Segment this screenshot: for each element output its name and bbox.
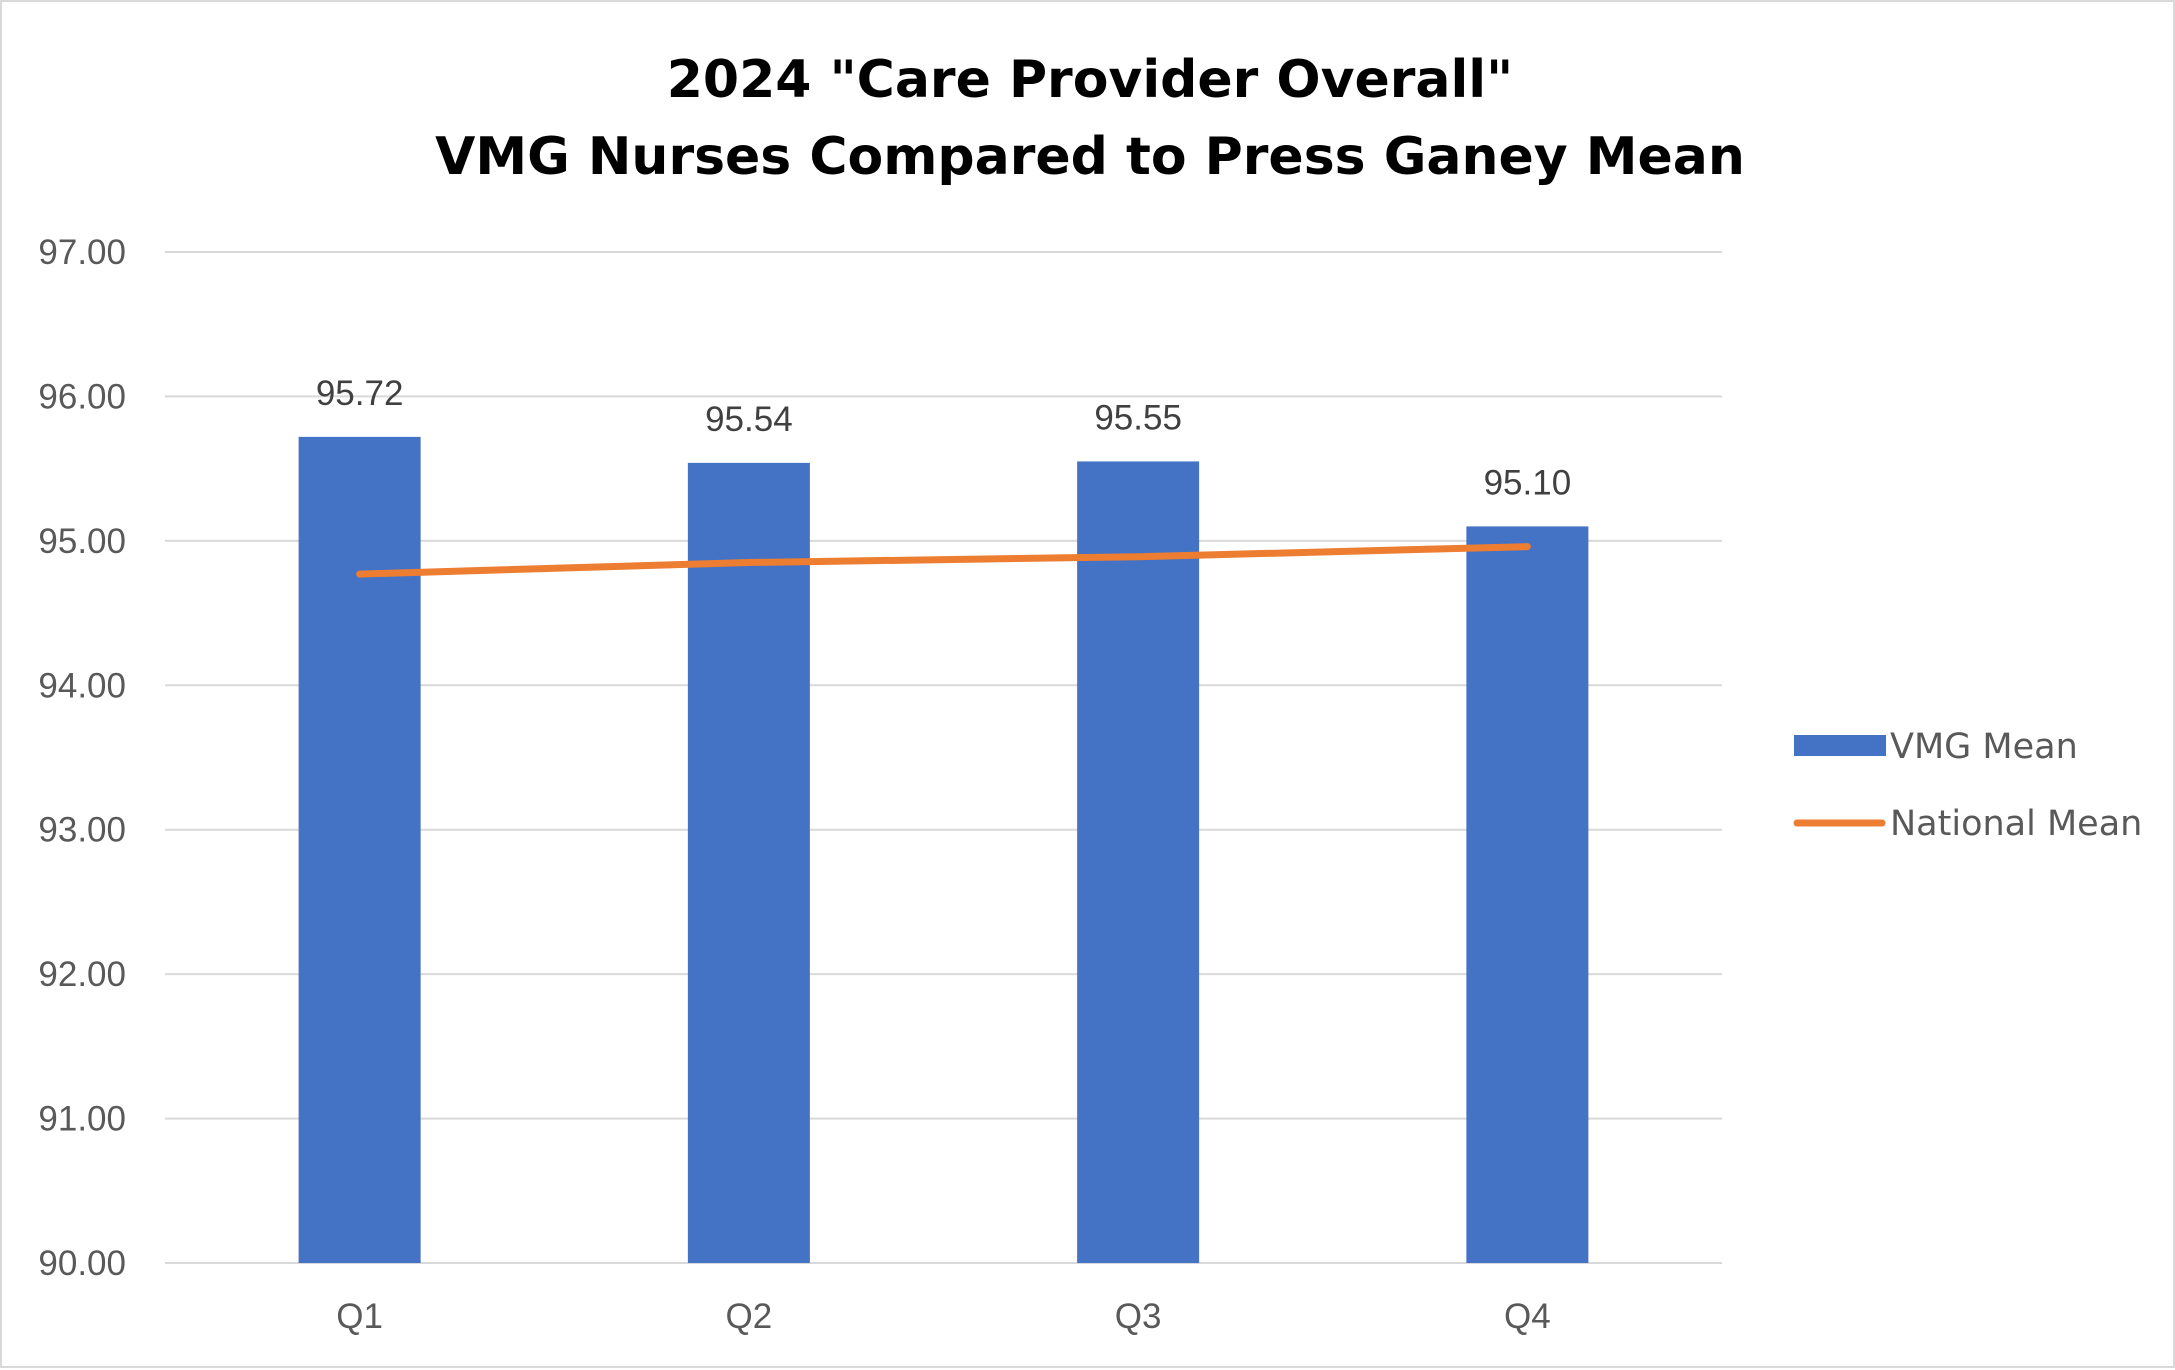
y-tick-label-93.00: 93.00 [38, 811, 126, 850]
data-label-q4: 95.10 [1484, 463, 1572, 502]
bar-q3 [1077, 461, 1200, 1264]
bar-q1 [298, 436, 421, 1264]
y-tick-label-91.00: 91.00 [38, 1100, 126, 1139]
data-label-q1: 95.72 [316, 374, 404, 413]
bar-q2 [687, 462, 810, 1263]
x-tick-label-q3: Q3 [1115, 1297, 1162, 1336]
y-axis-tick-labels: 90.00 91.00 92.00 93.00 94.00 95.00 96.00 97.00 [38, 233, 126, 1283]
y-tick-label-95.00: 95.00 [38, 522, 126, 561]
data-label-q2: 95.54 [705, 400, 793, 439]
y-tick-label-92.00: 92.00 [38, 955, 126, 994]
legend: VMG Mean National Mean [1793, 727, 2142, 844]
x-tick-label-q1: Q1 [336, 1297, 383, 1336]
bar-data-labels: 95.72 95.54 95.55 95.10 [316, 374, 1571, 503]
y-tick-label-97.00: 97.00 [38, 233, 126, 272]
line-series-national-mean [356, 543, 1531, 578]
x-tick-label-q4: Q4 [1504, 1297, 1551, 1336]
chart-title: 2024 "Care Provider Overall" [667, 50, 1513, 110]
x-axis-tick-labels: Q1 Q2 Q3 Q4 [336, 1297, 1550, 1336]
gridlines [165, 251, 1722, 1264]
y-tick-label-90.00: 90.00 [38, 1244, 126, 1283]
chart-subtitle: VMG Nurses Compared to Press Ganey Mean [435, 127, 1745, 187]
bar-q4 [1466, 526, 1589, 1263]
legend-label-vmg-mean: VMG Mean [1890, 727, 2078, 767]
legend-swatch-vmg-mean [1794, 735, 1886, 756]
x-tick-label-q2: Q2 [726, 1297, 773, 1336]
legend-label-national-mean: National Mean [1890, 804, 2142, 844]
national-mean-line [356, 543, 1531, 578]
y-tick-label-96.00: 96.00 [38, 377, 126, 416]
data-label-q3: 95.55 [1094, 398, 1182, 437]
y-tick-label-94.00: 94.00 [38, 666, 126, 705]
